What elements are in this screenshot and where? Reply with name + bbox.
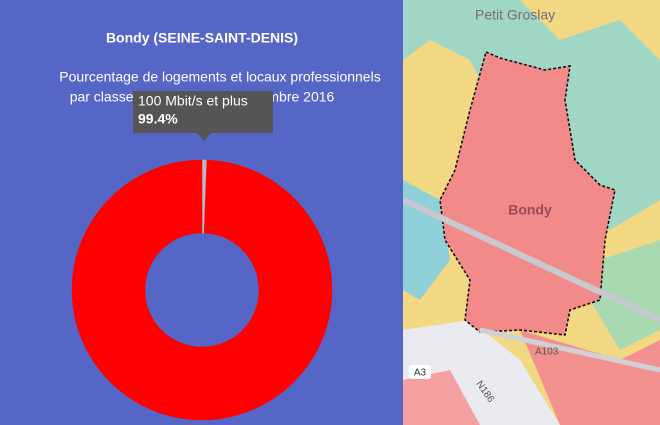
road-shield xyxy=(409,365,431,379)
tooltip-box xyxy=(133,91,273,133)
map-label: A103 xyxy=(535,347,559,358)
tooltip-value: 99.4% xyxy=(138,111,178,127)
map-label: Petit Groslay xyxy=(475,7,555,23)
chart-title: Bondy (SEINE-SAINT-DENIS) xyxy=(106,30,298,46)
donut-slice xyxy=(71,159,333,421)
tooltip: 100 Mbit/s et plus 99.4% xyxy=(133,91,273,141)
tooltip-label: 100 Mbit/s et plus xyxy=(138,93,248,109)
map-label: A3 xyxy=(414,368,427,379)
chart-subtitle: Pourcentage de logements et locaux profe… xyxy=(59,69,380,85)
map-label: Bondy xyxy=(508,202,552,218)
donut xyxy=(71,159,333,421)
tooltip-arrow xyxy=(197,133,211,141)
